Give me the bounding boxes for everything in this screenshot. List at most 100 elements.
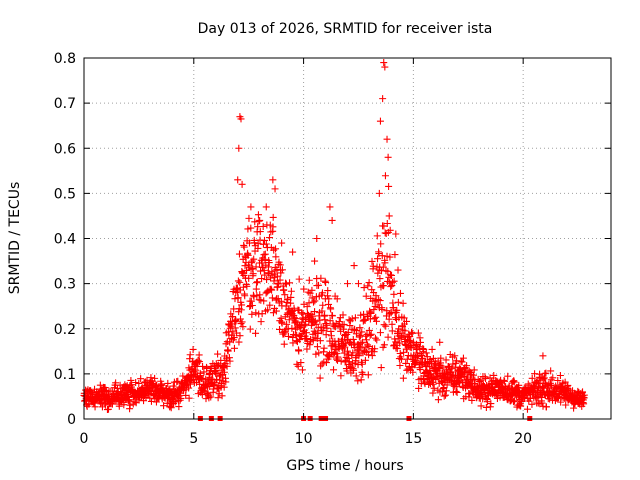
- data-point: [240, 243, 248, 251]
- data-point: [296, 336, 304, 344]
- data-point: [394, 266, 402, 274]
- data-point: [314, 324, 322, 332]
- data-point: [411, 341, 419, 349]
- data-point: [264, 263, 272, 271]
- data-point: [400, 332, 408, 340]
- data-point: [258, 275, 266, 283]
- data-point: [366, 331, 374, 339]
- data-point: [259, 223, 267, 231]
- data-point: [325, 295, 333, 303]
- data-point: [238, 180, 246, 188]
- data-point: [453, 389, 461, 397]
- data-point: [420, 345, 428, 353]
- data-point: [343, 367, 351, 375]
- data-point: [231, 324, 239, 332]
- data-point: [218, 392, 226, 400]
- data-point: [151, 374, 159, 382]
- data-point: [245, 214, 253, 222]
- data-points: [80, 59, 588, 414]
- data-point: [352, 357, 360, 365]
- data-point: [316, 337, 324, 345]
- data-point: [378, 252, 386, 260]
- data-point: [269, 223, 277, 231]
- data-point: [298, 309, 306, 317]
- data-point: [269, 309, 277, 317]
- data-point: [580, 400, 588, 408]
- data-point: [349, 349, 357, 357]
- data-point: [315, 281, 323, 289]
- data-point: [428, 345, 436, 353]
- data-point: [556, 372, 564, 380]
- data-point: [511, 397, 519, 405]
- data-point: [535, 392, 543, 400]
- data-point: [412, 356, 420, 364]
- data-point: [313, 235, 321, 242]
- data-point: [146, 394, 154, 402]
- data-point: [269, 176, 277, 184]
- data-point: [476, 378, 484, 386]
- data-point: [388, 327, 396, 335]
- y-tick-label: 0.2: [54, 322, 76, 338]
- data-point: [372, 317, 380, 325]
- data-point: [371, 334, 379, 342]
- data-point: [351, 314, 359, 322]
- data-point: [381, 259, 389, 267]
- axis-ticks: [83, 57, 611, 420]
- data-point: [391, 251, 399, 259]
- data-point: [356, 324, 364, 332]
- data-point: [142, 394, 150, 402]
- x-axis-label: GPS time / hours: [286, 458, 403, 474]
- data-point: [272, 245, 280, 253]
- data-point: [345, 351, 353, 359]
- data-point: [224, 347, 232, 355]
- data-point: [303, 345, 311, 353]
- data-point: [408, 328, 416, 336]
- data-point: [341, 343, 349, 351]
- data-point: [416, 334, 424, 342]
- data-point: [357, 339, 365, 347]
- y-tick-label: 0.3: [54, 277, 76, 293]
- y-tick-label: 0.7: [54, 96, 76, 112]
- data-point: [191, 366, 199, 374]
- data-point: [241, 292, 249, 300]
- data-point: [248, 310, 256, 318]
- y-axis-label: SRMTID / TECUs: [7, 182, 23, 295]
- data-point: [386, 253, 394, 261]
- data-point: [399, 299, 407, 307]
- x-tick-label: 5: [189, 431, 198, 447]
- data-point: [387, 283, 395, 291]
- data-point: [337, 357, 345, 365]
- data-point: [469, 371, 477, 379]
- data-point: [300, 285, 308, 293]
- data-point: [326, 317, 334, 325]
- data-point: [345, 316, 353, 324]
- data-point: [302, 329, 310, 337]
- data-point: [539, 375, 547, 383]
- data-point: [316, 374, 324, 382]
- data-point: [245, 274, 253, 282]
- data-point: [367, 309, 375, 317]
- data-point: [237, 115, 245, 123]
- data-point: [403, 317, 411, 325]
- data-point: [305, 299, 313, 307]
- data-point: [135, 379, 143, 387]
- data-point: [272, 307, 280, 315]
- data-point: [339, 311, 347, 319]
- y-tick-label: 0: [67, 412, 76, 428]
- data-point: [263, 276, 271, 284]
- data-point: [554, 376, 562, 384]
- data-point: [465, 367, 473, 375]
- data-point: [281, 328, 289, 336]
- data-point: [344, 347, 351, 355]
- data-point: [436, 338, 444, 346]
- data-point: [468, 396, 476, 404]
- data-point: [251, 218, 259, 226]
- data-point: [528, 374, 536, 382]
- data-point: [252, 309, 260, 317]
- data-point: [366, 309, 374, 317]
- data-point: [235, 250, 243, 258]
- data-point: [108, 400, 116, 408]
- data-point: [438, 388, 446, 396]
- data-point: [471, 380, 479, 388]
